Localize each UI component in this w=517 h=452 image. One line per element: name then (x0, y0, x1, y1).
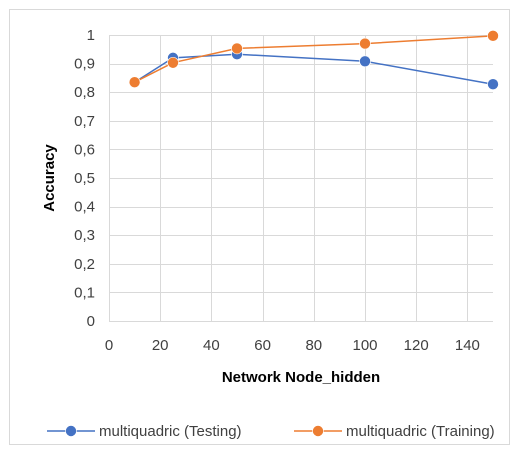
y-tick-label: 0,5 (74, 170, 95, 187)
legend: multiquadric (Testing) multiquadric (Trai… (47, 423, 495, 440)
chart-frame (9, 9, 510, 445)
y-tick-label: 0,3 (74, 227, 95, 244)
data-point (128, 76, 141, 88)
x-tick-label: 100 (352, 337, 377, 354)
y-tick-label: 0,9 (74, 56, 95, 73)
data-point (167, 56, 179, 69)
legend-item: multiquadric (Training) (294, 423, 495, 440)
y-tick-label: 0,6 (74, 141, 95, 158)
y-tick-label: 0,1 (74, 284, 95, 301)
data-point (359, 37, 371, 50)
y-tick-label: 0 (87, 313, 95, 330)
data-point (487, 78, 499, 90)
x-tick-label: 120 (404, 337, 429, 354)
y-tick-label: 0,4 (74, 199, 95, 216)
y-tick-label: 1 (87, 27, 95, 44)
data-point (359, 55, 371, 68)
x-tick-label: 40 (203, 337, 220, 354)
series (128, 30, 499, 90)
x-tick-label: 140 (455, 337, 480, 354)
series-training (128, 30, 499, 88)
x-tick-label: 60 (254, 337, 271, 354)
legend-item: multiquadric (Testing) (47, 423, 242, 440)
x-tick-label: 20 (152, 337, 169, 354)
y-tick-label: 0,8 (74, 84, 95, 101)
y-axis-tick-labels: 0 0,1 0,2 0,3 0,4 0,5 0,6 0,7 0,8 0,9 1 (74, 27, 95, 330)
legend-label: multiquadric (Testing) (99, 423, 242, 440)
x-tick-label: 80 (305, 337, 322, 354)
x-axis-title: Network Node_hidden (222, 369, 380, 386)
x-tick-label: 0 (105, 337, 113, 354)
data-point (231, 42, 243, 55)
data-point (487, 30, 499, 42)
legend-label: multiquadric (Training) (346, 423, 495, 440)
legend-marker (65, 425, 77, 437)
x-axis-tick-labels: 0 20 40 60 80 100 120 140 (105, 337, 480, 354)
legend-marker (312, 425, 324, 437)
y-axis-title: Accuracy (41, 144, 58, 212)
y-tick-label: 0,7 (74, 113, 95, 130)
y-tick-label: 0,2 (74, 256, 95, 273)
